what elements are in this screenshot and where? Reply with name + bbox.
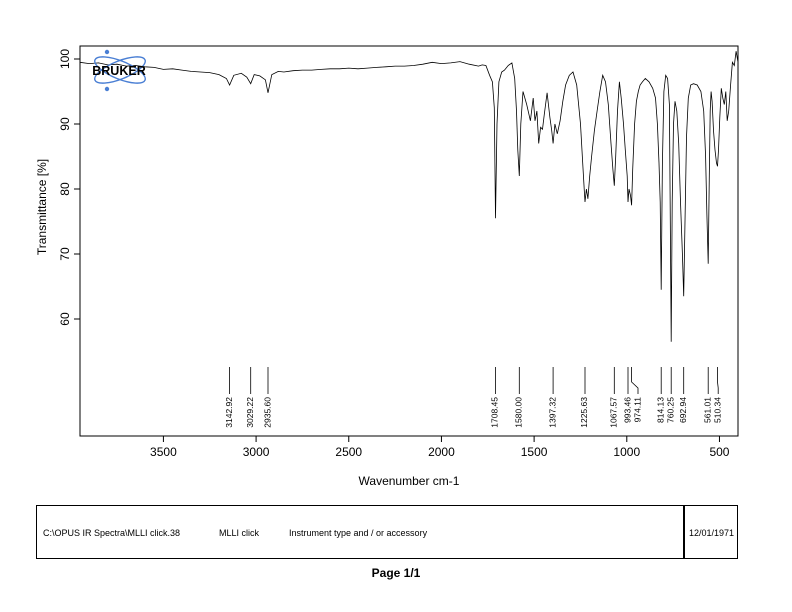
peak-label: 760.25 bbox=[665, 397, 675, 423]
peak-label: 1397.32 bbox=[547, 397, 557, 428]
y-axis: 60 70 80 90 100 bbox=[58, 49, 80, 326]
peak-marker-line bbox=[717, 367, 719, 394]
y-tick-label: 80 bbox=[58, 182, 72, 196]
footer-file-path: C:\OPUS IR Spectra\MLLI click.38 bbox=[43, 528, 181, 538]
x-tick-label: 3000 bbox=[243, 445, 270, 459]
footer-divider bbox=[683, 506, 685, 558]
peak-label: 3142.92 bbox=[224, 397, 234, 428]
peak-label: 814.13 bbox=[655, 397, 665, 423]
peak-label: 510.34 bbox=[712, 397, 722, 423]
footer-sample-name: MLLI click bbox=[219, 528, 260, 538]
y-tick-label: 90 bbox=[58, 117, 72, 131]
y-tick-label: 100 bbox=[58, 49, 72, 69]
logo-dot-1 bbox=[104, 49, 110, 55]
footer-info-box: C:\OPUS IR Spectra\MLLI click.38 MLLI cl… bbox=[36, 505, 738, 559]
logo-text: BRUKER bbox=[92, 64, 145, 78]
y-tick-label: 70 bbox=[58, 247, 72, 261]
x-tick-label: 2000 bbox=[428, 445, 455, 459]
x-tick-label: 500 bbox=[709, 445, 729, 459]
peak-marker-line bbox=[631, 367, 639, 394]
peak-label: 2935.60 bbox=[262, 397, 272, 428]
peak-label: 1708.45 bbox=[490, 397, 500, 428]
y-axis-title: Transmittance [%] bbox=[35, 159, 49, 255]
peak-label: 974.11 bbox=[632, 397, 642, 423]
spectrum-line bbox=[79, 51, 739, 342]
x-tick-label: 2500 bbox=[335, 445, 362, 459]
peak-label: 692.94 bbox=[678, 397, 688, 423]
y-tick-label: 60 bbox=[58, 312, 72, 326]
peak-label: 1580.00 bbox=[514, 397, 524, 428]
logo-orbit-2 bbox=[94, 56, 146, 84]
x-tick-label: 1500 bbox=[521, 445, 548, 459]
bruker-logo: BRUKER bbox=[92, 49, 146, 92]
footer-date: 12/01/1971 bbox=[689, 528, 735, 538]
peak-label: 993.46 bbox=[622, 397, 632, 423]
logo-dot-2 bbox=[104, 86, 110, 92]
plot-frame bbox=[79, 45, 739, 437]
x-tick-label: 3500 bbox=[150, 445, 177, 459]
peak-label: 3029.22 bbox=[245, 397, 255, 428]
peak-label: 1225.63 bbox=[579, 397, 589, 428]
peak-label: 561.01 bbox=[702, 397, 712, 423]
footer-instrument: Instrument type and / or accessory bbox=[289, 528, 428, 538]
logo-orbit-1 bbox=[94, 56, 146, 84]
peak-label: 1067.57 bbox=[609, 397, 619, 428]
page-label: Page 1/1 bbox=[371, 566, 421, 580]
x-tick-label: 1000 bbox=[613, 445, 640, 459]
x-axis: 3500 3000 2500 2000 1500 1000 500 bbox=[150, 436, 730, 459]
peak-markers: 3142.92 3029.22 2935.60 1708.45 1580.00 1397.… bbox=[224, 367, 722, 428]
x-axis-title: Wavenumber cm-1 bbox=[359, 474, 460, 488]
